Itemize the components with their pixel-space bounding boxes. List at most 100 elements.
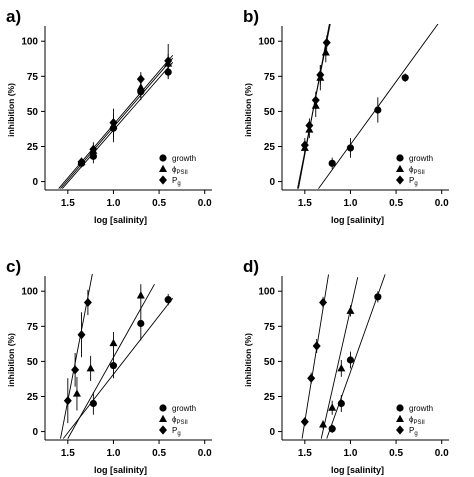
y-axis-label: inhibition (%) <box>243 333 253 387</box>
y-tick-label: 50 <box>27 357 39 368</box>
data-point <box>346 144 355 152</box>
legend-marker <box>159 404 167 412</box>
fit-line-2 <box>67 283 155 439</box>
panel-label: b) <box>243 7 259 26</box>
data-point <box>328 425 336 433</box>
data-point <box>63 396 72 406</box>
y-tick-label: 0 <box>32 177 38 188</box>
x-tick-label: 1.5 <box>298 198 312 209</box>
data-point <box>401 74 409 82</box>
x-tick-label: 1.0 <box>343 448 357 459</box>
legend-marker <box>396 404 404 412</box>
y-tick-label: 100 <box>258 287 275 298</box>
data-point <box>86 364 95 372</box>
data-point <box>83 297 92 308</box>
legend-marker <box>159 425 167 435</box>
series-triangle <box>319 305 355 429</box>
y-tick-label: 50 <box>27 107 39 118</box>
series-circle <box>328 291 382 433</box>
data-point <box>328 159 336 167</box>
legend-label: ϕPSII <box>409 415 425 426</box>
y-tick-label: 100 <box>258 37 275 48</box>
series-triangle <box>72 284 145 411</box>
legend-marker <box>396 414 404 422</box>
x-tick-label: 1.5 <box>61 448 75 459</box>
y-tick-label: 0 <box>269 427 275 438</box>
y-tick-label: 25 <box>27 392 39 403</box>
x-tick-label: 0.0 <box>435 448 449 459</box>
y-axis-label: inhibition (%) <box>243 83 253 137</box>
x-tick-label: 0.0 <box>435 198 449 209</box>
data-point <box>322 38 331 48</box>
y-tick-label: 25 <box>27 142 39 153</box>
data-point <box>136 74 145 84</box>
data-point <box>319 420 328 428</box>
data-point <box>307 373 316 383</box>
data-point <box>300 140 309 150</box>
data-point <box>71 365 80 375</box>
data-point <box>136 291 145 299</box>
panel-4: d) 0 25 50 75 100 1.5 1.0 0.5 0.0 log [salinity] in… <box>243 257 449 475</box>
y-tick-label: 0 <box>32 427 38 438</box>
series-diamond <box>300 296 328 427</box>
data-point <box>72 389 81 397</box>
data-point <box>164 296 172 304</box>
legend-label: ϕPSII <box>172 165 188 176</box>
legend-marker <box>159 175 167 185</box>
data-point <box>77 330 86 340</box>
legend-marker <box>396 164 404 172</box>
panel-3: c) 0 25 50 75 100 1.5 1.0 0.5 0.0 log [salinity] in… <box>6 257 212 475</box>
data-point <box>109 362 118 370</box>
fit-line-1 <box>62 297 174 439</box>
panel-1: a) 0 25 50 75 100 1.5 1.0 0.5 0.0 log [salinity] in… <box>6 7 212 225</box>
y-tick-label: 75 <box>27 72 39 83</box>
series-circle <box>328 73 409 169</box>
x-tick-label: 1.5 <box>298 448 312 459</box>
data-point <box>77 157 86 167</box>
x-tick-label: 1.0 <box>106 198 120 209</box>
data-point <box>374 293 382 301</box>
x-tick-label: 1.5 <box>61 198 75 209</box>
data-point <box>321 48 330 56</box>
x-tick-label: 0.5 <box>152 198 166 209</box>
legend-label: growth <box>409 154 433 163</box>
x-axis-label: log [salinity] <box>331 215 384 225</box>
data-point <box>346 356 355 364</box>
y-tick-label: 100 <box>21 37 38 48</box>
data-point <box>137 319 145 328</box>
data-point <box>316 70 325 80</box>
legend-label: Pg <box>409 426 418 437</box>
data-point <box>300 417 309 427</box>
y-tick-label: 75 <box>27 322 39 333</box>
panel-2: b) 0 25 50 75 100 1.5 1.0 0.5 0.0 log [salinity] in… <box>243 7 449 225</box>
legend-label: ϕPSII <box>172 415 188 426</box>
y-tick-label: 75 <box>264 72 276 83</box>
panel-label: a) <box>6 7 21 26</box>
data-point <box>374 106 382 114</box>
data-point <box>337 399 345 408</box>
y-tick-label: 50 <box>264 107 276 118</box>
fit-line-3 <box>61 61 174 189</box>
legend-marker <box>396 154 404 162</box>
data-point <box>136 83 145 91</box>
fit-line-1 <box>318 24 439 189</box>
data-point <box>328 403 337 411</box>
data-point <box>311 95 320 105</box>
legend-label: growth <box>172 404 196 413</box>
data-point <box>89 144 98 154</box>
fit-line-3 <box>301 274 329 439</box>
fit-line-2 <box>320 277 359 439</box>
x-tick-label: 0.5 <box>389 198 403 209</box>
x-axis-label: log [salinity] <box>94 465 147 475</box>
fit-line-1 <box>326 274 386 439</box>
x-tick-label: 0.5 <box>389 448 403 459</box>
y-tick-label: 25 <box>264 392 276 403</box>
data-point <box>319 297 328 308</box>
data-point <box>109 118 118 128</box>
data-point <box>337 364 346 372</box>
data-point <box>305 120 314 131</box>
x-tick-label: 1.0 <box>343 198 357 209</box>
x-tick-label: 1.0 <box>106 448 120 459</box>
data-point <box>89 399 97 408</box>
